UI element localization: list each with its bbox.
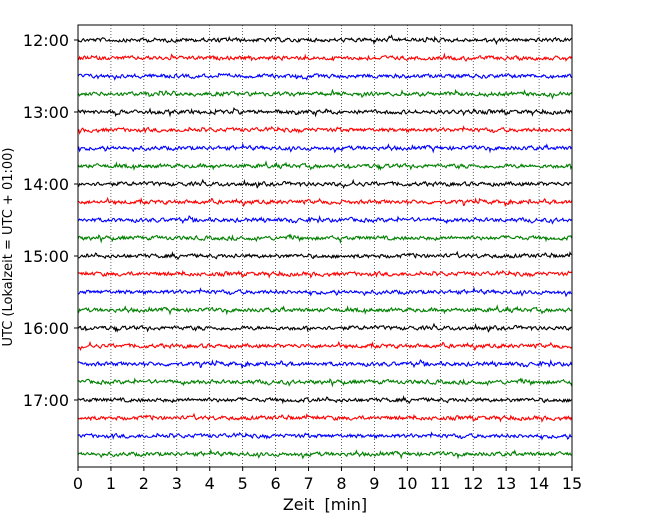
trace-layer <box>77 34 573 460</box>
y-tick-label-2: 14:00 <box>23 175 69 194</box>
trace-1500 <box>77 250 572 261</box>
x-axis-label: Zeit [min] <box>283 495 367 514</box>
trace-1530 <box>77 286 572 298</box>
x-tick-label-4: 4 <box>205 474 215 493</box>
x-tick-label-11: 11 <box>430 474 450 493</box>
x-tick-label-1: 1 <box>106 474 116 493</box>
x-tick-label-10: 10 <box>397 474 417 493</box>
trace-1715 <box>77 412 573 423</box>
y-tick-label-3: 15:00 <box>23 247 69 266</box>
trace-1245 <box>77 88 573 100</box>
trace-1230 <box>77 72 573 81</box>
y-tick-label-4: 16:00 <box>23 319 69 338</box>
trace-1345 <box>77 160 573 171</box>
trace-1300 <box>77 106 573 118</box>
trace-1215 <box>77 52 573 63</box>
trace-1700 <box>77 395 572 405</box>
x-tick-label-12: 12 <box>463 474 483 493</box>
trace-1315 <box>77 125 572 135</box>
trace-1600 <box>77 322 572 333</box>
trace-1645 <box>77 377 573 388</box>
trace-1615 <box>77 340 572 352</box>
trace-1200 <box>77 34 573 46</box>
y-tick-label-0: 12:00 <box>23 31 69 50</box>
x-tick-label-5: 5 <box>238 474 248 493</box>
x-tick-label-7: 7 <box>303 474 313 493</box>
x-tick-label-2: 2 <box>139 474 149 493</box>
trace-1445 <box>77 233 573 245</box>
trace-1515 <box>77 269 572 279</box>
axis-layer: 0 1 2 3 4 5 6 7 8 9 10 11 12 13 14 1512:0013:0014:0015:… <box>23 24 582 493</box>
x-tick-label-13: 13 <box>496 474 516 493</box>
y-tick-label-5: 17:00 <box>23 391 69 410</box>
y-tick-label-1: 13:00 <box>23 103 69 122</box>
x-tick-label-3: 3 <box>172 474 182 493</box>
trace-1545 <box>77 304 573 316</box>
x-tick-label-6: 6 <box>271 474 281 493</box>
trace-1330 <box>77 142 573 154</box>
x-tick-label-9: 9 <box>369 474 379 493</box>
x-tick-label-0: 0 <box>73 474 83 493</box>
x-tick-label-15: 15 <box>562 474 582 493</box>
trace-1415 <box>77 196 573 208</box>
x-tick-label-14: 14 <box>529 474 549 493</box>
plot-frame <box>77 24 573 468</box>
trace-1730 <box>77 431 572 441</box>
trace-1430 <box>77 214 573 225</box>
trace-1745 <box>77 448 572 460</box>
trace-1630 <box>77 358 573 370</box>
x-tick-label-8: 8 <box>336 474 346 493</box>
y-axis-label: UTC (Lokalzeit = UTC + 01:00) <box>1 148 16 347</box>
trace-1400 <box>77 178 572 190</box>
